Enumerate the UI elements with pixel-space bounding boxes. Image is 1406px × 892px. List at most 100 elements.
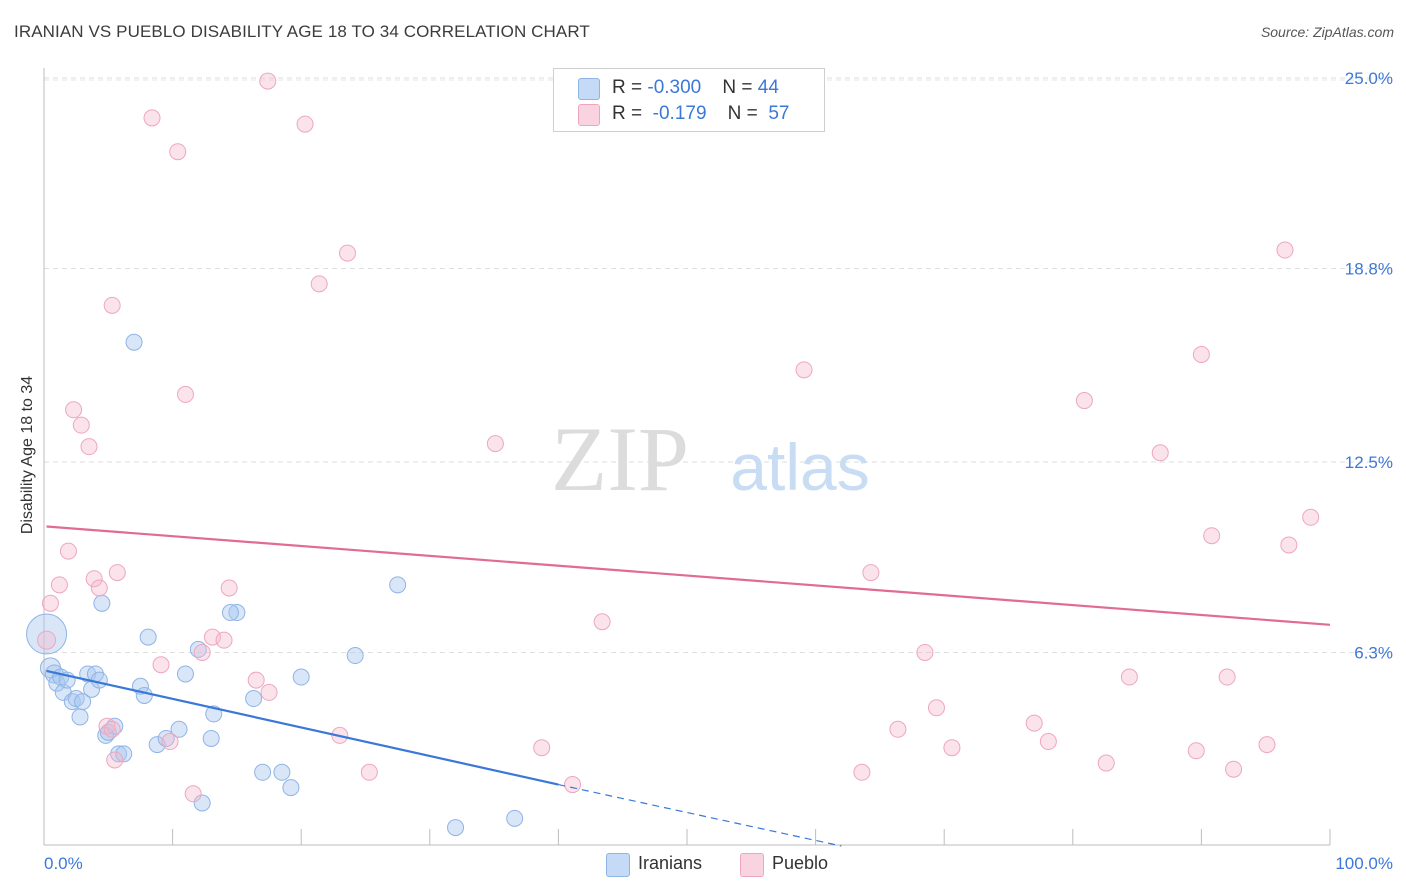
pueblo-point [486, 435, 504, 453]
legend-n-label: N = [727, 103, 764, 124]
pueblo-point [247, 671, 265, 689]
pueblo-point [927, 699, 945, 717]
pueblo-point [916, 643, 934, 661]
legend-swatch-pueblo [740, 853, 764, 877]
iranians-point [346, 647, 364, 665]
pueblo-point [193, 643, 211, 661]
iranians-trend-extension [558, 783, 842, 847]
iranians-point [389, 576, 407, 594]
pueblo-point [184, 785, 202, 803]
pueblo-point [1075, 392, 1093, 410]
pueblo-point [260, 683, 278, 701]
pueblo-point [85, 570, 103, 588]
pueblo-point [795, 361, 813, 379]
y-tick-label: 25.0% [1345, 69, 1393, 88]
pueblo-point [90, 579, 108, 597]
pueblo-point [80, 438, 98, 456]
pueblo-point [37, 630, 57, 650]
legend-label-iranians: Iranians [638, 853, 703, 873]
pueblo-point [161, 733, 179, 751]
iranians-point [193, 794, 211, 812]
iranians-point [97, 726, 115, 744]
iranians-point [282, 779, 300, 797]
pueblo-point [169, 143, 187, 161]
pueblo-point [1302, 508, 1320, 526]
pueblo-point [143, 109, 161, 127]
pueblo-point [1192, 345, 1210, 363]
iranians-point [228, 604, 246, 622]
pueblo-point [98, 717, 116, 735]
legend-r-value: -0.179 [652, 103, 707, 124]
legend-r-label: R = [612, 103, 648, 124]
legend-label-pueblo: Pueblo [772, 853, 829, 873]
iranians-point [26, 613, 68, 655]
pueblo-point [1218, 668, 1236, 686]
pueblo-point [215, 631, 233, 649]
data-points [26, 72, 1320, 837]
legend-r-value: -0.300 [647, 77, 702, 98]
pueblo-point [533, 739, 551, 757]
grid-lines [44, 77, 1392, 653]
pueblo-point [50, 576, 68, 594]
iranians-point [447, 819, 465, 837]
pueblo-point [1203, 527, 1221, 545]
pueblo-point [1225, 760, 1243, 778]
pueblo-point [72, 416, 90, 434]
source-label: Source: ZipAtlas.com [1260, 24, 1394, 40]
pueblo-point [1097, 754, 1115, 772]
pueblo-point [41, 594, 59, 612]
pueblo-trend-line [46, 525, 1331, 626]
correlation-legend: R = -0.300 N = 44 R = -0.179 N = 57 [553, 68, 825, 132]
chart-title: IRANIAN VS PUEBLO DISABILITY AGE 18 TO 3… [14, 22, 590, 41]
pueblo-point [1120, 668, 1138, 686]
legend-n-value: 44 [757, 77, 779, 98]
iranians-point [245, 690, 263, 708]
pueblo-point [1280, 536, 1298, 554]
pueblo-point [593, 613, 611, 631]
watermark: ZIP atlas [551, 408, 870, 510]
iranians-point [93, 594, 111, 612]
pueblo-point [103, 720, 121, 738]
pueblo-point [103, 296, 121, 314]
pueblo-point [296, 115, 314, 133]
y-tick-label: 18.8% [1345, 259, 1393, 278]
pueblo-point [1187, 742, 1205, 760]
pueblo-point [220, 579, 238, 597]
trend-lines [46, 525, 1331, 847]
iranians-point [506, 809, 524, 827]
y-tick-label: 12.5% [1345, 453, 1393, 472]
legend-swatch-iranians [606, 853, 630, 877]
pueblo-point [853, 763, 871, 781]
pueblo-point [360, 763, 378, 781]
iranians-point [176, 665, 194, 683]
iranians-point [273, 763, 291, 781]
pueblo-point [564, 776, 582, 794]
tick-labels: 6.3% 12.5% 18.8% 25.0% 0.0% 100.0% [44, 69, 1393, 873]
pueblo-point [259, 72, 277, 90]
x-tick-label: 100.0% [1335, 854, 1393, 873]
watermark-zip: ZIP [551, 408, 689, 510]
iranians-point [135, 686, 153, 704]
iranians-point [90, 671, 108, 689]
pueblo-point [1258, 736, 1276, 754]
iranians-point [71, 708, 89, 726]
pueblo-point [889, 720, 907, 738]
legend-r-label: R = [612, 77, 648, 98]
iranians-point [74, 693, 92, 711]
y-tick-label: 6.3% [1354, 643, 1393, 662]
axes [43, 68, 1331, 846]
pueblo-point [1276, 241, 1294, 259]
pueblo-point [943, 739, 961, 757]
iranians-point [125, 333, 143, 351]
iranians-point [139, 628, 157, 646]
pueblo-point [108, 564, 126, 582]
pueblo-point [862, 564, 880, 582]
iranians-point [170, 720, 188, 738]
pueblo-point [310, 275, 328, 293]
legend-swatch-pueblo [578, 104, 600, 126]
legend-swatch-iranians [578, 78, 600, 100]
pueblo-point [152, 656, 170, 674]
iranians-point [221, 604, 239, 622]
iranians-trend-line [46, 669, 559, 786]
